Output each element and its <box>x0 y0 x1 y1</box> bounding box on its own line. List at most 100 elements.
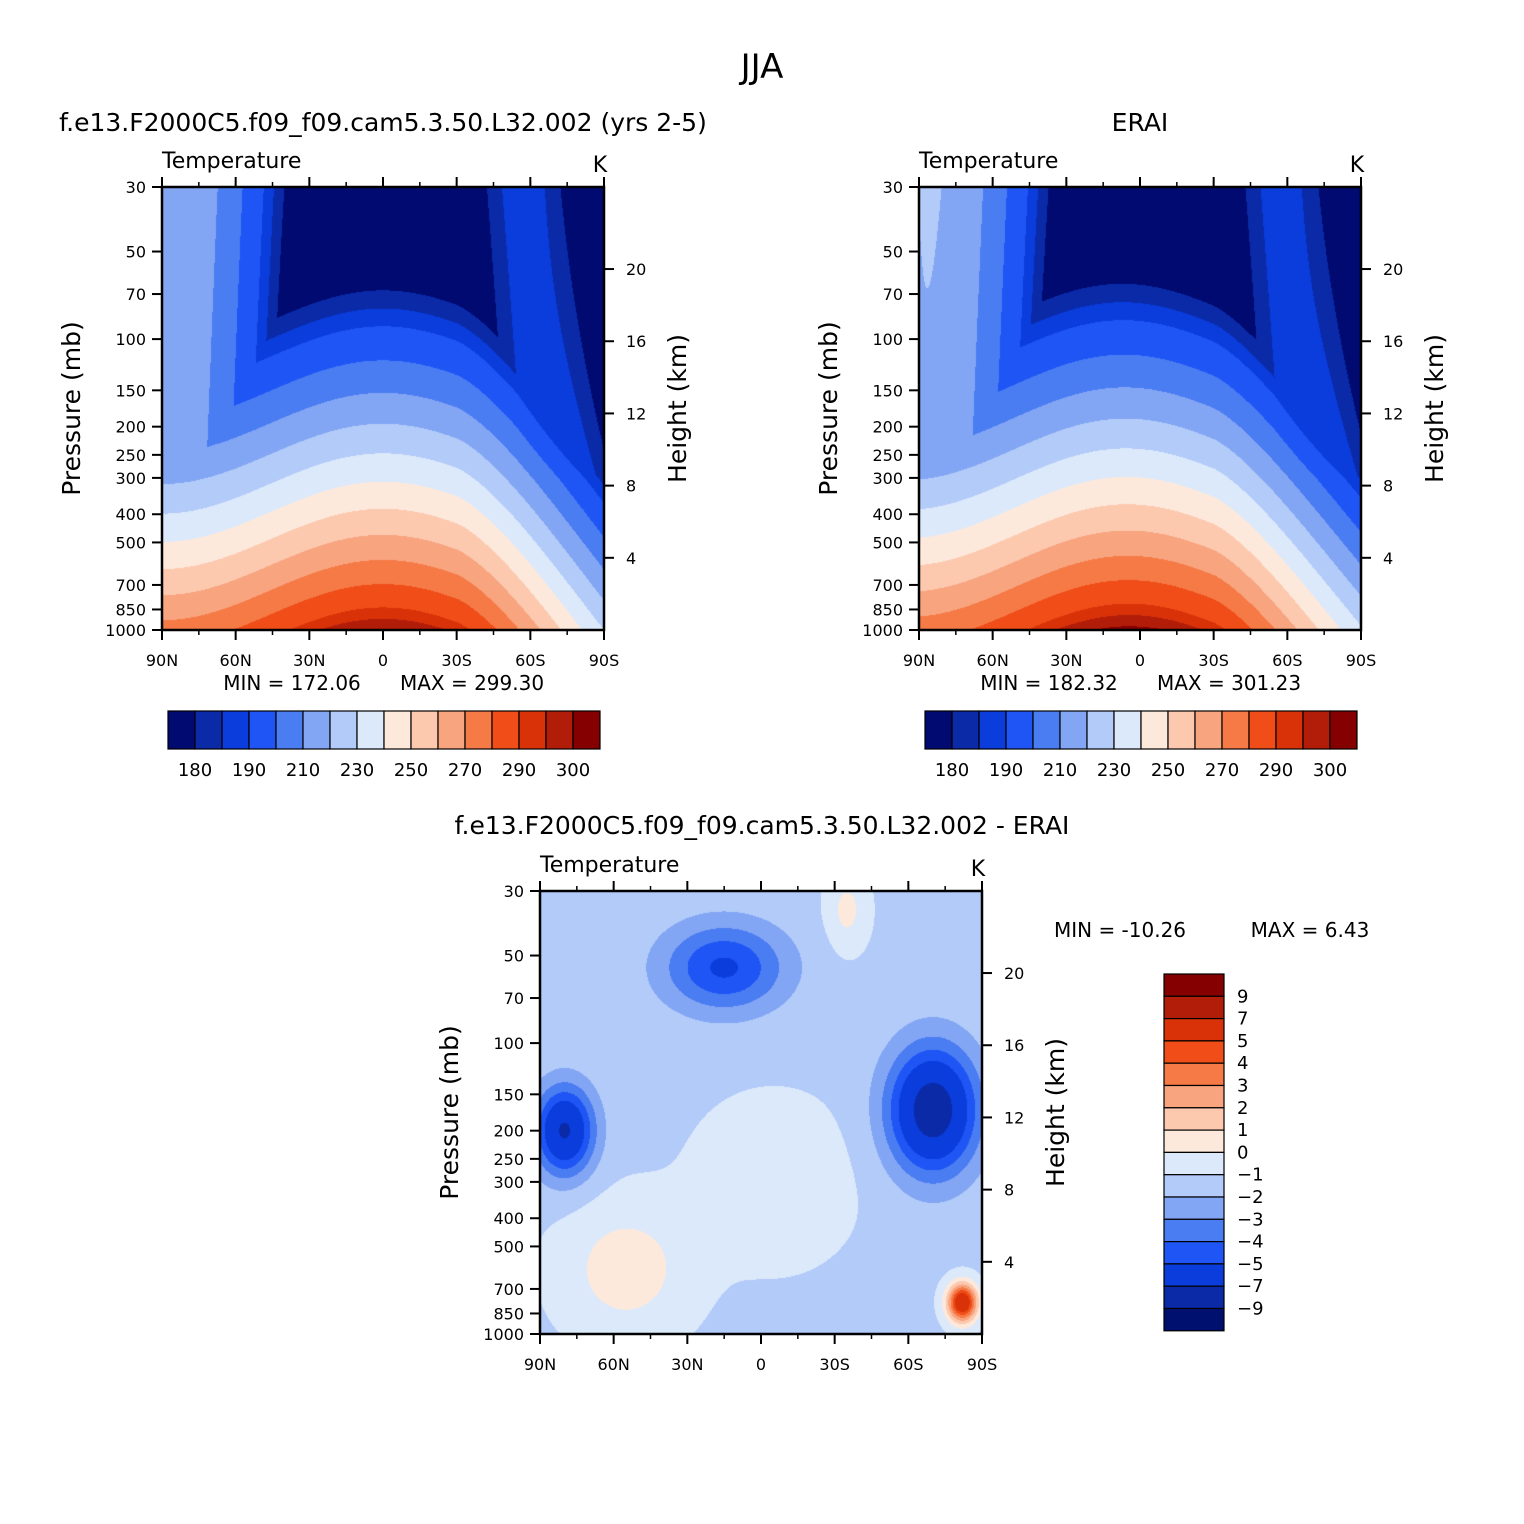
contour-fill <box>162 187 604 630</box>
colorbar-label: 230 <box>340 760 374 781</box>
y-tick-label: 500 <box>872 533 903 552</box>
x-tick-label: 90N <box>524 1355 556 1374</box>
y-tick-label: 300 <box>493 1173 524 1192</box>
colorbar-swatch <box>1163 1040 1225 1064</box>
y-tick-label: 100 <box>115 330 146 349</box>
colorbar-label: 2 <box>1237 1098 1248 1119</box>
x-tick-label: 30S <box>1198 651 1229 670</box>
colorbar-swatch <box>1005 710 1034 750</box>
panel-model-colorbar: 180 190 210 230 250 270 290 300 <box>167 710 601 781</box>
x-tick-label: 30N <box>1050 651 1082 670</box>
panel-model-field-label: Temperature <box>161 149 301 174</box>
y2-tick-label: 12 <box>1383 404 1403 423</box>
colorbar-swatch <box>951 710 980 750</box>
x-tick-label: 60S <box>893 1355 924 1374</box>
panel-obs-colorbar: 180 190 210 230 250 270 290 300 <box>924 710 1358 781</box>
y-tick-label: 200 <box>493 1122 524 1141</box>
y-tick-label: 400 <box>115 505 146 524</box>
x-tick-label: 30N <box>293 651 325 670</box>
colorbar-label: −4 <box>1237 1232 1264 1253</box>
x-tick-label: 0 <box>378 651 388 670</box>
y-tick-label: 100 <box>493 1034 524 1053</box>
colorbar-swatch <box>356 710 385 750</box>
y-tick-label: 30 <box>126 178 146 197</box>
colorbar-swatch <box>383 710 412 750</box>
panel-diff-max-text: MAX = 6.43 <box>1251 918 1370 942</box>
colorbar-label: −3 <box>1237 1209 1264 1230</box>
colorbar-label: 0 <box>1237 1142 1248 1163</box>
colorbar-swatch <box>978 710 1007 750</box>
colorbar-swatch <box>1275 710 1304 750</box>
y2-tick-label: 20 <box>626 260 646 279</box>
colorbar-label: 190 <box>232 760 266 781</box>
y2-tick-label: 12 <box>1004 1108 1024 1127</box>
x-tick-label: 60N <box>598 1355 630 1374</box>
y2-axis-label: Height (km) <box>1420 334 1449 483</box>
y-tick-label: 50 <box>504 947 524 966</box>
colorbar-label: 250 <box>394 760 428 781</box>
y2-tick-label: 16 <box>1383 332 1403 351</box>
colorbar-label: 4 <box>1237 1053 1248 1074</box>
y-tick-label: 70 <box>504 989 524 1008</box>
panel-diff-plot: 30 50 70 100 150 200 250 300 400 500 700 850 1000 20 1… <box>435 881 1070 1374</box>
colorbar-label: 230 <box>1097 760 1131 781</box>
panel-model-title: f.e13.F2000C5.f09_f09.cam5.3.50.L32.002 … <box>59 108 707 137</box>
colorbar-swatch <box>464 710 493 750</box>
colorbar-label: −5 <box>1237 1254 1264 1275</box>
colorbar-label: 1 <box>1237 1120 1248 1141</box>
y-tick-label: 400 <box>493 1209 524 1228</box>
colorbar-label: −7 <box>1237 1276 1264 1297</box>
y-tick-label: 500 <box>493 1237 524 1256</box>
panel-diff-min-text: MIN = -10.26 <box>1054 918 1186 942</box>
y-tick-label: 700 <box>493 1280 524 1299</box>
panel-obs-max-text: MAX = 301.23 <box>1157 671 1301 695</box>
y-tick-label: 250 <box>872 446 903 465</box>
x-tick-label: 90S <box>589 651 620 670</box>
panel-obs-min-text: MIN = 182.32 <box>980 671 1118 695</box>
colorbar-swatch <box>194 710 223 750</box>
y-tick-label: 700 <box>115 576 146 595</box>
y2-tick-label: 4 <box>1383 549 1393 568</box>
y2-tick-label: 4 <box>626 549 636 568</box>
colorbar-swatch <box>924 710 953 750</box>
colorbar-label: 210 <box>1043 760 1077 781</box>
colorbar-swatch <box>1163 1084 1225 1109</box>
colorbar-swatch <box>1163 1151 1225 1176</box>
panel-model-max-text: MAX = 299.30 <box>400 671 544 695</box>
colorbar-label: −2 <box>1237 1187 1264 1208</box>
colorbar-swatch <box>302 710 331 750</box>
colorbar-label: 290 <box>502 760 536 781</box>
colorbar-swatch <box>1163 973 1225 997</box>
colorbar-swatch <box>329 710 358 750</box>
y-tick-label: 250 <box>493 1150 524 1169</box>
panel-diff: f.e13.F2000C5.f09_f09.cam5.3.50.L32.002 … <box>435 811 1369 1374</box>
y-tick-label: 50 <box>126 243 146 262</box>
colorbar-swatch <box>1163 1240 1225 1265</box>
colorbar-swatch <box>275 710 304 750</box>
y-tick-label: 50 <box>883 243 903 262</box>
x-tick-label: 60N <box>220 651 252 670</box>
colorbar-swatch <box>1163 1129 1225 1153</box>
colorbar-swatch <box>1194 710 1223 750</box>
colorbar-label: 250 <box>1151 760 1185 781</box>
contour-fill <box>919 187 1361 630</box>
y-tick-label: 400 <box>872 505 903 524</box>
y2-tick-label: 8 <box>1383 477 1393 496</box>
x-tick-label: 30S <box>441 651 472 670</box>
y-axis-label: Pressure (mb) <box>814 321 843 495</box>
colorbar-swatch <box>518 710 547 750</box>
colorbar-swatch <box>572 710 601 750</box>
y-tick-label: 150 <box>115 381 146 400</box>
colorbar-swatch <box>1163 995 1225 1020</box>
y2-axis-label: Height (km) <box>1041 1038 1070 1187</box>
figure-title: JJA <box>739 47 784 87</box>
contour-fill <box>540 891 982 1334</box>
colorbar-label: 300 <box>556 760 590 781</box>
colorbar-swatch <box>1113 710 1142 750</box>
y-tick-label: 200 <box>872 418 903 437</box>
colorbar-swatch <box>1163 1017 1225 1042</box>
colorbar-swatch <box>1140 710 1169 750</box>
y-tick-label: 70 <box>126 285 146 304</box>
colorbar-label: 180 <box>935 760 969 781</box>
colorbar-swatch <box>167 710 196 750</box>
